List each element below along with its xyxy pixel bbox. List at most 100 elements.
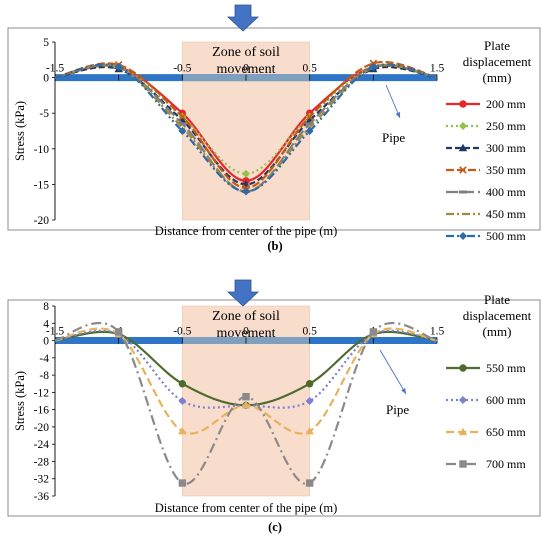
x-tick-label: -1.5 <box>46 63 64 75</box>
y-tick-label: 5 <box>43 37 49 49</box>
data-point <box>305 380 314 388</box>
data-point <box>178 479 187 487</box>
legend-entry: 600 mm <box>486 393 526 407</box>
zone-label-line-2: movement <box>216 62 275 77</box>
data-point <box>305 427 314 435</box>
y-axis-label: Stress (kPa) <box>13 101 27 161</box>
legend-marker <box>459 100 467 108</box>
x-tick-label: -1.5 <box>46 326 64 338</box>
legend-marker <box>458 143 468 152</box>
legend-entry: 700 mm <box>486 457 526 471</box>
data-point <box>305 112 314 121</box>
x-axis-label: Distance from center of the pipe (m) <box>155 501 338 515</box>
legend-marker <box>459 166 467 174</box>
legend-entry: 400 mm <box>486 185 526 199</box>
pipe-pointer-line <box>385 84 401 119</box>
data-point <box>114 328 123 336</box>
legend-title-line: Plate <box>484 38 510 53</box>
legend-entry: 650 mm <box>486 425 526 439</box>
x-tick-label: 0 <box>243 326 249 338</box>
zone-label-line-1: Zone of soil <box>212 45 280 60</box>
y-tick-label: -10 <box>34 144 50 156</box>
legend-entry: 500 mm <box>486 229 526 243</box>
chart-frame <box>7 27 541 231</box>
pipe-label: Pipe <box>382 130 405 145</box>
legend-title-line: (mm) <box>483 70 512 85</box>
legend-entry: 450 mm <box>486 207 526 221</box>
x-tick-label: 0.5 <box>302 326 317 338</box>
y-tick-label: -4 <box>39 353 49 365</box>
legend-marker <box>458 427 468 436</box>
legend-title-line: displacement <box>463 308 532 323</box>
y-tick-label: 4 <box>43 318 49 330</box>
y-tick-label: -16 <box>34 405 50 417</box>
data-point <box>178 112 187 121</box>
chart-panel-b: Zone of soilmovement50-5-10-15-20-1.5-1-… <box>7 4 541 253</box>
soil-movement-arrow-icon <box>226 279 260 307</box>
y-tick-label: 8 <box>43 301 49 313</box>
y-tick-label: -32 <box>34 474 50 486</box>
data-point <box>369 328 378 336</box>
legend-title-line: Plate <box>484 292 510 307</box>
series-500-mm <box>54 62 438 196</box>
legend-entry: 200 mm <box>486 97 526 111</box>
y-tick-label: -8 <box>39 370 49 382</box>
data-point <box>178 397 187 405</box>
y-tick-label: -15 <box>34 179 50 191</box>
data-point <box>305 397 314 405</box>
y-tick-label: -20 <box>34 215 50 227</box>
data-point <box>241 401 251 409</box>
chart-panel-c: Zone of soilmovement840-4-8-12-16-20-24-… <box>7 279 541 534</box>
y-tick-label: -24 <box>34 439 50 451</box>
legend-entry: 250 mm <box>486 119 526 133</box>
y-tick-label: 0 <box>43 73 49 85</box>
x-tick-label: 1.5 <box>430 63 445 75</box>
x-tick-label: 0.5 <box>302 63 317 75</box>
series-700-mm <box>54 321 438 487</box>
legend-entry: 350 mm <box>486 163 526 177</box>
legend-marker <box>459 122 467 130</box>
y-tick-label: 0 <box>43 336 49 348</box>
legend-marker <box>459 232 467 240</box>
panel-label: (c) <box>268 520 282 534</box>
y-tick-label: -36 <box>34 491 50 503</box>
y-axis-label: Stress (kPa) <box>13 371 27 431</box>
pipe-pointer-arrowhead-icon <box>395 112 400 118</box>
x-axis-label: Distance from center of the pipe (m) <box>155 224 338 238</box>
legend-title-line: (mm) <box>483 324 512 339</box>
data-point <box>242 187 250 196</box>
data-point <box>178 127 187 135</box>
soil-movement-arrow-icon <box>226 4 260 32</box>
pipe-pointer-arrowhead-icon <box>401 388 406 394</box>
y-tick-label: -12 <box>34 387 50 399</box>
pipe-label: Pipe <box>386 402 409 417</box>
pipe-pointer-line <box>379 349 407 395</box>
legend-entry: 300 mm <box>486 141 526 155</box>
legend-title-line: displacement <box>463 54 532 69</box>
data-point <box>178 427 187 435</box>
x-tick-label: 1.5 <box>430 326 445 338</box>
data-point <box>178 380 187 388</box>
legend-entry: 550 mm <box>486 361 526 375</box>
y-tick-label: -5 <box>39 108 49 120</box>
legend-marker <box>459 396 467 404</box>
data-point <box>305 127 314 135</box>
y-tick-label: -28 <box>34 456 50 468</box>
y-tick-label: -20 <box>34 422 50 434</box>
legend-marker <box>459 460 467 468</box>
data-point <box>305 479 314 487</box>
legend-marker <box>459 364 467 372</box>
data-point <box>369 62 378 71</box>
chart-frame <box>7 299 541 517</box>
zone-label-line-1: Zone of soil <box>212 309 280 324</box>
data-point <box>114 62 123 71</box>
x-tick-label: 0 <box>243 63 249 75</box>
data-point <box>242 169 250 178</box>
x-tick-label: -0.5 <box>173 63 191 75</box>
data-point <box>242 392 250 401</box>
panel-label: (b) <box>267 239 282 253</box>
x-tick-label: -0.5 <box>173 326 191 338</box>
